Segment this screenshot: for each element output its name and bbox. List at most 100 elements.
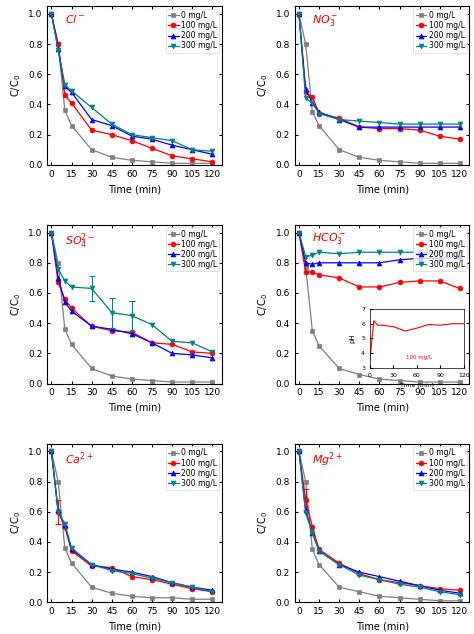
0 mg/L: [210, 595, 215, 603]
0 mg/L: [89, 365, 94, 372]
200 mg/L: [356, 123, 362, 131]
0 mg/L: [397, 377, 402, 384]
Line: 200 mg/L: 200 mg/L: [297, 449, 462, 596]
X-axis label: Time (min): Time (min): [108, 184, 161, 194]
Y-axis label: C/C$_0$: C/C$_0$: [9, 293, 23, 316]
Line: 200 mg/L: 200 mg/L: [49, 230, 215, 360]
200 mg/L: [89, 560, 94, 568]
200 mg/L: [62, 82, 68, 90]
0 mg/L: [316, 342, 322, 349]
200 mg/L: [210, 354, 215, 362]
0 mg/L: [55, 41, 61, 48]
300 mg/L: [296, 229, 302, 236]
0 mg/L: [149, 377, 155, 384]
300 mg/L: [457, 249, 463, 256]
200 mg/L: [296, 448, 302, 455]
100 mg/L: [337, 114, 342, 122]
100 mg/L: [69, 304, 74, 312]
100 mg/L: [356, 570, 362, 578]
Legend: 0 mg/L, 100 mg/L, 200 mg/L, 300 mg/L: 0 mg/L, 100 mg/L, 200 mg/L, 300 mg/L: [413, 9, 467, 53]
100 mg/L: [356, 123, 362, 131]
Text: Cl$^-$: Cl$^-$: [65, 13, 85, 25]
300 mg/L: [89, 285, 94, 292]
Legend: 0 mg/L, 100 mg/L, 200 mg/L, 300 mg/L: 0 mg/L, 100 mg/L, 200 mg/L, 300 mg/L: [166, 9, 219, 53]
0 mg/L: [296, 10, 302, 18]
300 mg/L: [169, 337, 175, 345]
Text: Ca$^{2+}$: Ca$^{2+}$: [65, 450, 93, 467]
0 mg/L: [149, 158, 155, 165]
300 mg/L: [69, 544, 74, 552]
200 mg/L: [109, 566, 115, 573]
Legend: 0 mg/L, 100 mg/L, 200 mg/L, 300 mg/L: 0 mg/L, 100 mg/L, 200 mg/L, 300 mg/L: [413, 446, 467, 490]
Line: 100 mg/L: 100 mg/L: [49, 449, 215, 594]
300 mg/L: [303, 94, 309, 102]
100 mg/L: [190, 348, 195, 356]
100 mg/L: [129, 137, 135, 145]
0 mg/L: [210, 378, 215, 386]
200 mg/L: [129, 330, 135, 337]
300 mg/L: [62, 81, 68, 89]
100 mg/L: [129, 328, 135, 336]
200 mg/L: [55, 507, 61, 514]
100 mg/L: [303, 268, 309, 276]
0 mg/L: [303, 478, 309, 486]
200 mg/L: [296, 229, 302, 236]
200 mg/L: [397, 578, 402, 585]
100 mg/L: [169, 340, 175, 348]
Line: 200 mg/L: 200 mg/L: [297, 230, 462, 267]
0 mg/L: [69, 122, 74, 129]
100 mg/L: [169, 152, 175, 160]
200 mg/L: [457, 590, 463, 597]
Line: 300 mg/L: 300 mg/L: [297, 449, 462, 597]
Legend: 0 mg/L, 100 mg/L, 200 mg/L, 300 mg/L: 0 mg/L, 100 mg/L, 200 mg/L, 300 mg/L: [166, 228, 219, 271]
Line: 300 mg/L: 300 mg/L: [49, 449, 215, 594]
0 mg/L: [109, 153, 115, 161]
Line: 0 mg/L: 0 mg/L: [297, 449, 462, 603]
0 mg/L: [457, 597, 463, 605]
Line: 100 mg/L: 100 mg/L: [297, 11, 462, 141]
300 mg/L: [190, 583, 195, 591]
Line: 300 mg/L: 300 mg/L: [49, 230, 215, 354]
0 mg/L: [337, 583, 342, 591]
0 mg/L: [210, 160, 215, 167]
300 mg/L: [48, 448, 54, 455]
0 mg/L: [417, 160, 422, 167]
100 mg/L: [210, 349, 215, 357]
200 mg/L: [457, 123, 463, 131]
0 mg/L: [48, 229, 54, 236]
0 mg/L: [169, 594, 175, 602]
300 mg/L: [48, 10, 54, 18]
100 mg/L: [376, 125, 382, 133]
300 mg/L: [169, 579, 175, 586]
0 mg/L: [376, 592, 382, 600]
0 mg/L: [310, 546, 315, 553]
0 mg/L: [149, 594, 155, 602]
200 mg/L: [89, 323, 94, 330]
100 mg/L: [55, 278, 61, 286]
100 mg/L: [417, 582, 422, 590]
300 mg/L: [210, 588, 215, 595]
Line: 100 mg/L: 100 mg/L: [49, 11, 215, 164]
0 mg/L: [310, 108, 315, 116]
100 mg/L: [89, 323, 94, 330]
300 mg/L: [109, 120, 115, 128]
100 mg/L: [356, 283, 362, 291]
Y-axis label: C/C$_0$: C/C$_0$: [256, 74, 270, 97]
100 mg/L: [169, 580, 175, 588]
100 mg/L: [48, 448, 54, 455]
0 mg/L: [417, 378, 422, 386]
300 mg/L: [48, 229, 54, 236]
300 mg/L: [417, 249, 422, 256]
100 mg/L: [109, 564, 115, 571]
300 mg/L: [437, 588, 443, 595]
200 mg/L: [376, 259, 382, 267]
300 mg/L: [376, 576, 382, 583]
300 mg/L: [437, 249, 443, 256]
100 mg/L: [457, 285, 463, 292]
200 mg/L: [376, 123, 382, 131]
Line: 300 mg/L: 300 mg/L: [297, 230, 462, 259]
0 mg/L: [190, 160, 195, 167]
100 mg/L: [303, 89, 309, 96]
100 mg/L: [109, 327, 115, 335]
100 mg/L: [62, 295, 68, 303]
